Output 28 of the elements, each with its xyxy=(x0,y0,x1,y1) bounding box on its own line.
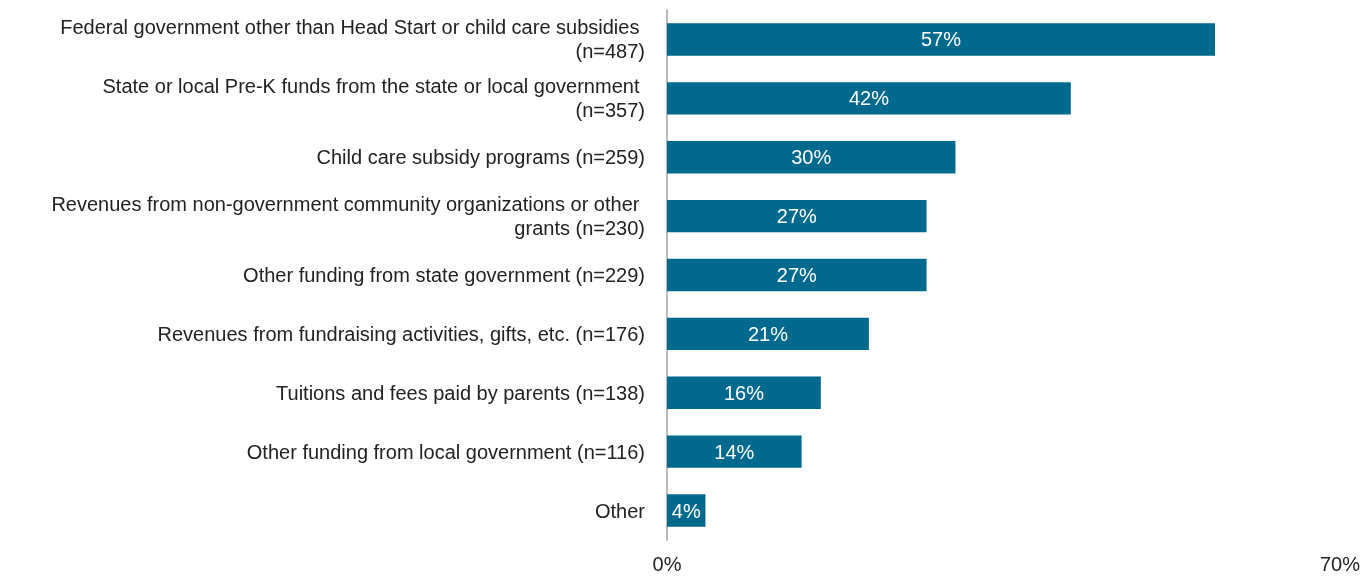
y-tick-label: Revenues from fundraising activities, gifts, etc. (n=176) xyxy=(157,322,645,345)
y-tick-label: Other funding from local government (n=116) xyxy=(246,440,645,463)
data-label: 30% xyxy=(791,146,832,169)
y-tick-label: Federal government other than Head Start or child care subsidies (n=487) xyxy=(60,16,645,63)
bar xyxy=(667,23,1216,56)
y-tick-label: Child care subsidy programs (n=259) xyxy=(316,146,645,169)
data-label: 57% xyxy=(920,28,962,51)
data-label: 27% xyxy=(776,205,818,228)
y-tick-label: Other xyxy=(594,499,646,522)
y-tick-label: State or local Pre-K funds from the state or local government (n=357) xyxy=(102,75,645,122)
bar xyxy=(667,435,802,468)
bar xyxy=(667,376,821,409)
y-tick-label: Other funding from state government (n=229) xyxy=(243,264,645,286)
bar xyxy=(667,258,927,292)
data-label: 21% xyxy=(747,322,789,345)
bar xyxy=(667,317,869,351)
data-label: 16% xyxy=(723,381,765,404)
data-label: 14% xyxy=(714,440,755,463)
x-tick-label: 70% xyxy=(1319,553,1361,575)
y-tick-label: Revenues from non-government community organizations or other grants (n=230) xyxy=(51,193,645,240)
y-tick-label: Tuitions and fees paid by parents (n=138) xyxy=(276,381,645,404)
data-label: 42% xyxy=(848,87,890,110)
bar xyxy=(667,199,927,233)
x-tick-label: 0% xyxy=(652,553,682,575)
data-label: 27% xyxy=(776,264,818,286)
bar xyxy=(667,141,956,174)
data-label: 4% xyxy=(671,499,701,522)
bar xyxy=(667,82,1071,115)
